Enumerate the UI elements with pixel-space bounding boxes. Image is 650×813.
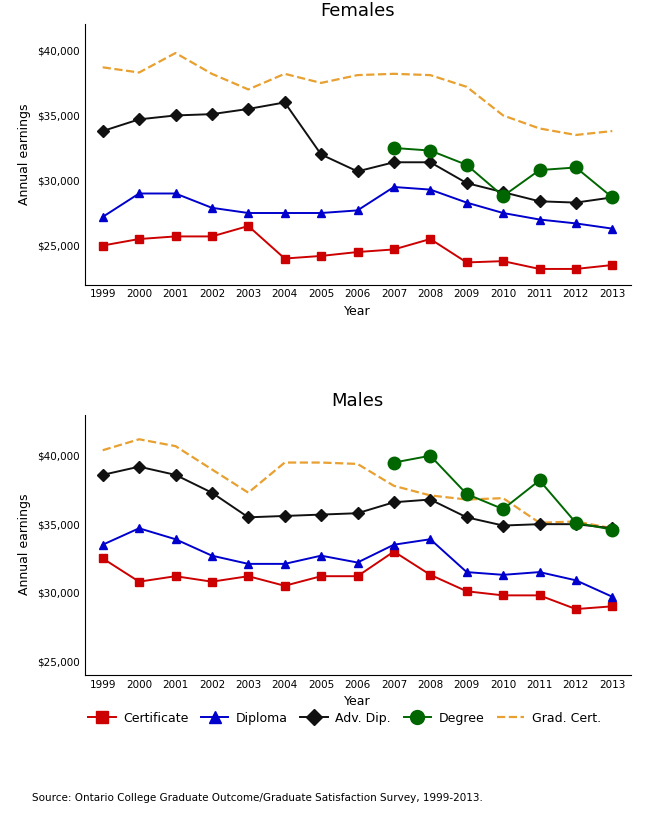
Title: Females: Females [320,2,395,20]
X-axis label: Year: Year [344,305,370,318]
Title: Males: Males [332,393,384,411]
Y-axis label: Annual earnings: Annual earnings [18,104,31,205]
X-axis label: Year: Year [344,695,370,708]
Legend: Certificate, Diploma, Adv. Dip., Degree, Grad. Cert.: Certificate, Diploma, Adv. Dip., Degree,… [83,706,606,729]
Y-axis label: Annual earnings: Annual earnings [18,494,31,595]
Text: Source: Ontario College Graduate Outcome/Graduate Satisfaction Survey, 1999-2013: Source: Ontario College Graduate Outcome… [32,793,484,803]
